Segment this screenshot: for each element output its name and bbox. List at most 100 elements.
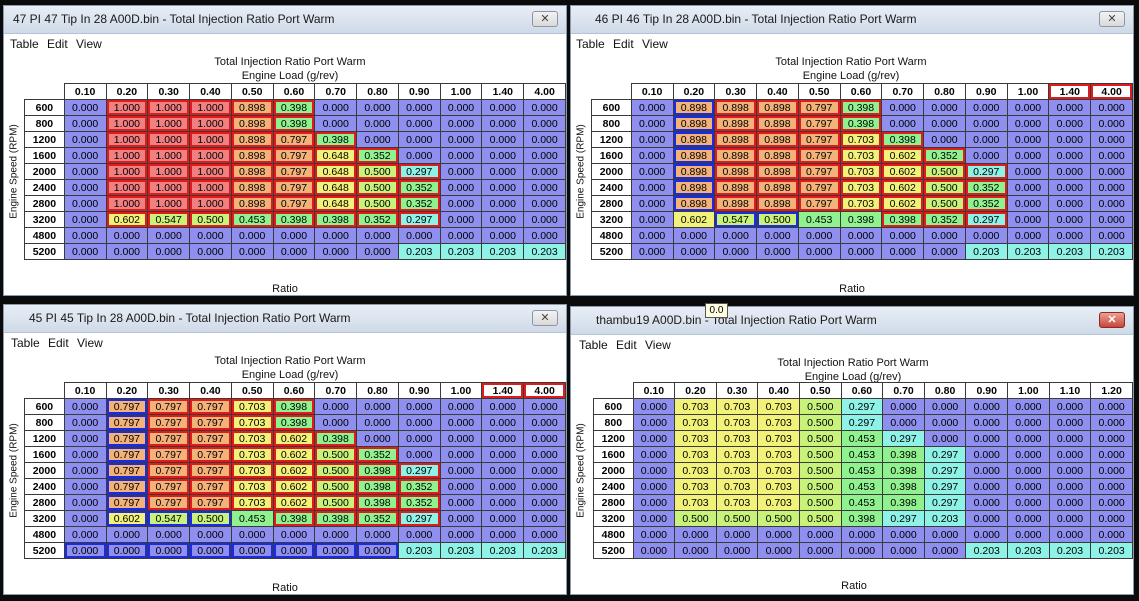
table-cell[interactable]: 0.000	[630, 179, 674, 196]
table-cell[interactable]: 0.500	[715, 510, 759, 527]
table-cell[interactable]: 0.000	[1048, 115, 1092, 132]
table-cell[interactable]: 0.602	[272, 494, 316, 511]
table-cell[interactable]: 0.000	[630, 243, 674, 260]
table-cell[interactable]: 0.352	[356, 510, 399, 527]
table-cell[interactable]: 0.500	[314, 494, 358, 511]
table-cell[interactable]: 0.000	[481, 526, 525, 543]
row-header[interactable]: 5200	[593, 542, 634, 559]
column-header[interactable]: 0.20	[672, 83, 716, 100]
table-cell[interactable]: 0.000	[481, 131, 525, 148]
table-cell[interactable]: 0.000	[356, 398, 399, 415]
table-cell[interactable]: 1.000	[105, 115, 149, 132]
table-cell[interactable]: 1.000	[147, 147, 191, 164]
table-cell[interactable]: 0.898	[230, 147, 274, 164]
table-cell[interactable]: 0.000	[797, 243, 841, 260]
table-cell[interactable]: 1.000	[189, 163, 232, 180]
table-cell[interactable]: 0.000	[1090, 526, 1133, 543]
table-cell[interactable]: 0.898	[714, 179, 758, 196]
table-cell[interactable]: 0.797	[189, 430, 232, 447]
menu-edit[interactable]: Edit	[48, 336, 69, 350]
column-header[interactable]: 0.10	[63, 382, 107, 399]
table-cell[interactable]: 0.398	[314, 510, 358, 527]
table-cell[interactable]: 0.898	[756, 195, 799, 212]
table-cell[interactable]: 0.000	[1048, 430, 1092, 447]
table-cell[interactable]: 0.000	[356, 99, 399, 116]
table-cell[interactable]: 0.000	[189, 227, 232, 244]
table-cell[interactable]: 0.898	[714, 163, 758, 180]
table-cell[interactable]: 0.352	[397, 478, 441, 495]
table-cell[interactable]: 0.000	[481, 398, 525, 415]
table-cell[interactable]: 0.000	[439, 510, 483, 527]
table-cell[interactable]: 0.000	[1090, 398, 1133, 415]
table-cell[interactable]: 0.797	[105, 478, 149, 495]
table-cell[interactable]: 0.703	[839, 163, 883, 180]
table-cell[interactable]: 0.000	[63, 99, 107, 116]
table-cell[interactable]: 0.547	[147, 510, 191, 527]
table-cell[interactable]: 0.000	[632, 494, 676, 511]
row-header[interactable]: 2400	[593, 478, 634, 495]
column-header[interactable]: 0.20	[105, 382, 149, 399]
row-header[interactable]: 1200	[593, 430, 634, 447]
table-cell[interactable]: 0.898	[756, 115, 799, 132]
table-cell[interactable]: 0.797	[105, 494, 149, 511]
table-cell[interactable]: 0.000	[923, 526, 967, 543]
table-cell[interactable]: 0.703	[715, 478, 759, 495]
column-header[interactable]: 0.40	[756, 83, 799, 100]
table-cell[interactable]: 0.500	[356, 163, 399, 180]
table-cell[interactable]: 0.000	[523, 478, 566, 495]
table-cell[interactable]: 0.000	[272, 227, 316, 244]
table-cell[interactable]: 0.000	[923, 243, 966, 260]
menu-table[interactable]: Table	[579, 338, 608, 352]
table-cell[interactable]: 0.000	[965, 446, 1009, 463]
table-cell[interactable]: 0.500	[923, 163, 966, 180]
table-cell[interactable]: 1.000	[147, 163, 191, 180]
table-cell[interactable]: 0.203	[1007, 542, 1050, 559]
table-cell[interactable]: 0.500	[314, 462, 358, 479]
row-header[interactable]: 800	[591, 115, 632, 132]
table-cell[interactable]: 0.000	[1007, 430, 1050, 447]
table-cell[interactable]: 0.000	[881, 115, 925, 132]
table-cell[interactable]: 0.297	[397, 510, 441, 527]
table-cell[interactable]: 0.703	[839, 195, 883, 212]
table-cell[interactable]: 0.000	[481, 227, 525, 244]
table-cell[interactable]: 0.703	[715, 398, 759, 415]
column-header[interactable]: 0.60	[272, 382, 316, 399]
table-cell[interactable]: 0.000	[147, 526, 191, 543]
table-cell[interactable]: 0.000	[1090, 227, 1133, 244]
table-cell[interactable]: 0.000	[1090, 195, 1133, 212]
table-cell[interactable]: 0.453	[230, 510, 274, 527]
table-cell[interactable]: 0.000	[630, 99, 674, 116]
menu-table[interactable]: Table	[11, 336, 40, 350]
table-cell[interactable]: 0.000	[1048, 211, 1092, 228]
row-header[interactable]: 2000	[24, 163, 65, 180]
table-cell[interactable]: 0.898	[756, 131, 799, 148]
table-cell[interactable]: 0.000	[632, 542, 676, 559]
table-cell[interactable]: 0.602	[272, 462, 316, 479]
table-cell[interactable]: 0.398	[882, 494, 925, 511]
menu-edit[interactable]: Edit	[613, 37, 634, 51]
table-cell[interactable]: 0.500	[189, 510, 232, 527]
table-cell[interactable]: 0.000	[523, 227, 566, 244]
table-cell[interactable]: 0.297	[964, 163, 1008, 180]
table-cell[interactable]: 0.000	[630, 131, 674, 148]
table-cell[interactable]: 0.898	[756, 179, 799, 196]
table-cell[interactable]: 0.500	[799, 462, 842, 479]
table-cell[interactable]: 0.500	[799, 430, 842, 447]
table-cell[interactable]: 0.797	[189, 478, 232, 495]
table-cell[interactable]: 0.000	[63, 510, 107, 527]
table-cell[interactable]: 0.000	[523, 494, 566, 511]
table-cell[interactable]: 0.797	[105, 446, 149, 463]
table-cell[interactable]: 0.703	[757, 398, 801, 415]
table-cell[interactable]: 0.648	[314, 163, 358, 180]
table-cell[interactable]: 0.500	[756, 211, 799, 228]
table-cell[interactable]: 0.000	[632, 446, 676, 463]
table-cell[interactable]: 0.703	[715, 446, 759, 463]
table-cell[interactable]: 0.000	[439, 526, 483, 543]
table-cell[interactable]: 0.000	[105, 243, 149, 260]
table-cell[interactable]: 0.000	[1006, 115, 1050, 132]
column-header[interactable]: 0.90	[965, 382, 1009, 399]
table-cell[interactable]: 0.000	[189, 526, 232, 543]
table-cell[interactable]: 0.000	[965, 494, 1009, 511]
table-cell[interactable]: 0.000	[523, 115, 566, 132]
table-cell[interactable]: 0.797	[147, 478, 191, 495]
